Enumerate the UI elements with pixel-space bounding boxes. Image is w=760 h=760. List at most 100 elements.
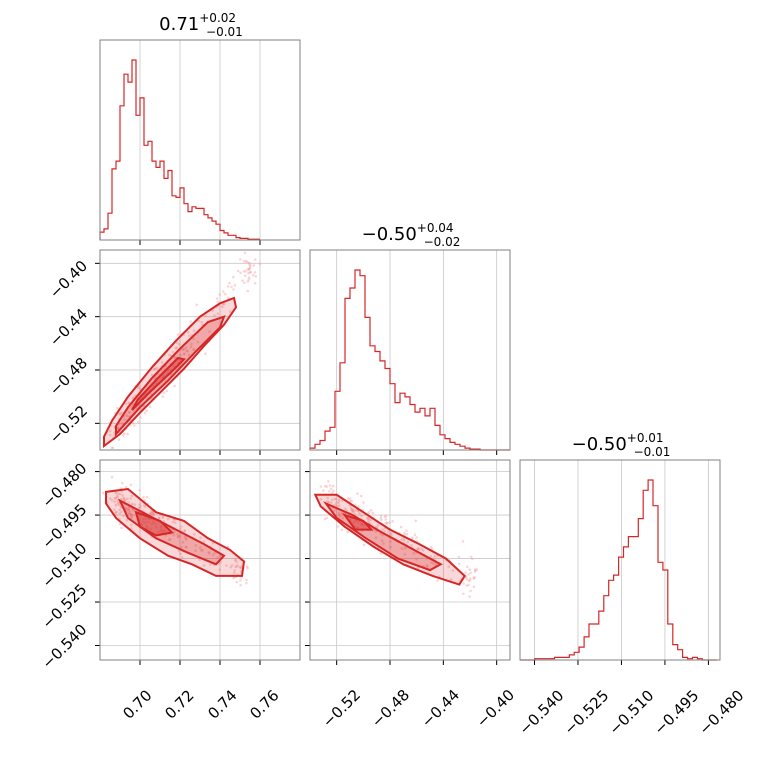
scatter-point (116, 503, 119, 506)
scatter-point (202, 564, 206, 567)
scatter-point (117, 501, 120, 505)
scatter-point (201, 549, 204, 552)
scatter-point (179, 525, 183, 528)
scatter-point (468, 568, 472, 571)
tick-label-x1-2: −0.44 (418, 686, 463, 731)
tick-label-x0-0: 0.70 (119, 686, 155, 722)
scatter-point (337, 513, 341, 517)
panel-frame-1-2 (309, 459, 511, 661)
scatter-point (323, 485, 327, 488)
scatter-point (139, 415, 142, 419)
scatter-point (126, 497, 129, 501)
scatter-point (248, 271, 251, 274)
tick-label-x1-0: −0.52 (319, 686, 364, 731)
scatter-point (218, 293, 221, 296)
scatter-point (181, 348, 185, 352)
scatter-point (416, 566, 420, 570)
scatter-point (385, 521, 389, 525)
scatter-point (185, 546, 188, 549)
scatter-point (375, 525, 378, 529)
scatter-point (128, 512, 131, 516)
scatter-point (144, 517, 147, 521)
scatter-point (472, 576, 476, 579)
scatter-point (174, 521, 177, 524)
scatter-point (436, 579, 439, 582)
scatter-point (374, 536, 378, 539)
scatter-point (119, 413, 122, 416)
contour-inner-0-1 (131, 356, 187, 411)
scatter-point (175, 341, 179, 345)
scatter-point (449, 578, 453, 581)
scatter-point (236, 564, 239, 567)
scatter-point (114, 511, 118, 514)
scatter-point (121, 481, 124, 485)
scatter-point (130, 515, 134, 518)
scatter-point (161, 529, 165, 532)
scatter-point (390, 533, 393, 537)
scatter-point (402, 539, 406, 542)
scatter-point (380, 518, 383, 522)
scatter-point (144, 521, 147, 524)
scatter-point (116, 499, 119, 502)
scatter-point (113, 496, 117, 500)
scatter-point (114, 504, 117, 507)
scatter-point (420, 547, 423, 551)
scatter-point (127, 501, 130, 504)
scatter-point (248, 268, 251, 271)
scatter-point (242, 270, 246, 273)
scatter-point (153, 367, 156, 371)
scatter-point (391, 519, 394, 523)
scatter-point (215, 297, 219, 300)
scatter-point (327, 501, 330, 504)
scatter-point (247, 276, 251, 280)
scatter-point (129, 513, 133, 517)
scatter-point (140, 523, 144, 527)
scatter-point (379, 552, 383, 555)
scatter-point (426, 565, 429, 568)
scatter-point (388, 521, 391, 524)
contour-inner-0-2 (134, 510, 175, 537)
scatter-point (150, 373, 154, 377)
scatter-point (239, 566, 243, 570)
scatter-point (148, 405, 152, 409)
tick-label-x1-1: −0.48 (368, 686, 413, 731)
scatter-point (465, 565, 469, 569)
scatter-point (110, 475, 114, 479)
scatter-point (350, 507, 353, 511)
tick-label-x0-3: 0.76 (246, 686, 282, 722)
scatter-point (233, 571, 236, 575)
scatter-point (325, 500, 329, 503)
scatter-point (249, 270, 253, 274)
tick-label-y1-3: −0.40 (46, 257, 91, 302)
scatter-point (467, 573, 471, 576)
scatter-point (175, 346, 178, 350)
scatter-point (151, 513, 155, 516)
scatter-point (414, 519, 418, 523)
scatter-point (229, 565, 233, 569)
scatter-point (389, 545, 392, 549)
scatter-point (122, 434, 125, 437)
panel-frame-1-1 (309, 249, 511, 451)
scatter-point (221, 305, 224, 309)
tick-label-y1-0: −0.52 (46, 402, 91, 447)
scatter-point (199, 536, 202, 539)
scatter-point (242, 260, 246, 263)
scatter-point (151, 511, 154, 514)
scatter-point (228, 310, 232, 314)
scatter-point (232, 275, 235, 279)
scatter-point (432, 562, 435, 565)
scatter-point (198, 558, 201, 561)
scatter-point (145, 409, 148, 413)
scatter-point (138, 506, 141, 510)
scatter-point (222, 290, 225, 293)
scatter-point (404, 546, 407, 550)
scatter-point (473, 576, 476, 580)
scatter-point (147, 520, 150, 524)
scatter-point (350, 499, 354, 503)
scatter-point (219, 560, 222, 564)
scatter-point (323, 517, 327, 521)
scatter-point (130, 516, 133, 519)
scatter-point (123, 498, 127, 501)
scatter-point (369, 518, 373, 522)
